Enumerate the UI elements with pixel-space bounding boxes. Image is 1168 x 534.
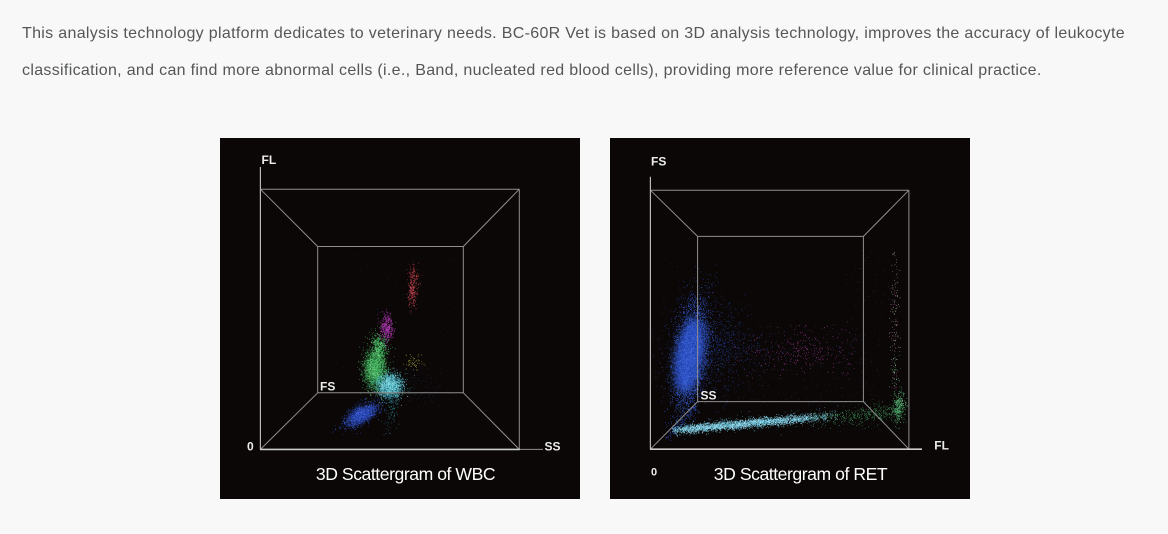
svg-text:0: 0 <box>651 466 657 478</box>
svg-text:FS: FS <box>651 155 666 169</box>
svg-text:SS: SS <box>545 439 561 453</box>
svg-text:FS: FS <box>320 380 335 394</box>
svg-text:3D Scattergram of RET: 3D Scattergram of RET <box>714 464 888 484</box>
svg-text:FL: FL <box>262 153 277 167</box>
svg-text:SS: SS <box>701 389 717 403</box>
svg-text:FL: FL <box>934 439 949 453</box>
svg-text:0: 0 <box>247 440 254 454</box>
svg-text:3D Scattergram of WBC: 3D Scattergram of WBC <box>316 464 496 484</box>
